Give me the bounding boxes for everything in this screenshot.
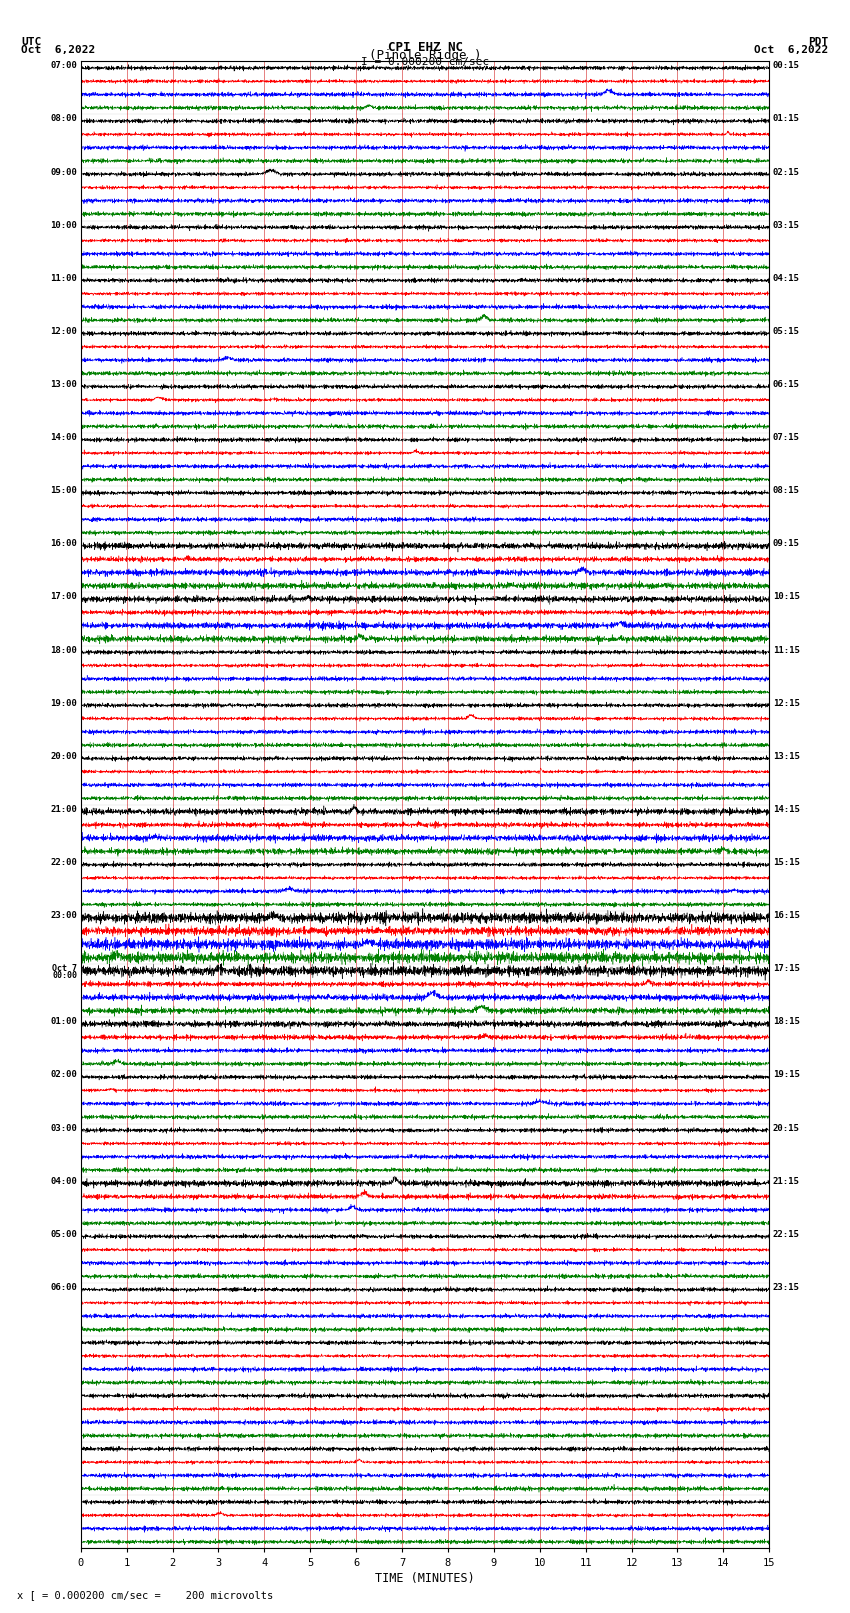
Text: 07:15: 07:15: [773, 434, 800, 442]
Text: I = 0.000200 cm/sec: I = 0.000200 cm/sec: [361, 58, 489, 68]
Text: 13:00: 13:00: [50, 381, 77, 389]
Text: 03:15: 03:15: [773, 221, 800, 229]
Text: 21:15: 21:15: [773, 1177, 800, 1186]
Text: 04:00: 04:00: [50, 1177, 77, 1186]
Text: 16:15: 16:15: [773, 911, 800, 919]
Text: 12:00: 12:00: [50, 327, 77, 336]
Text: Oct 7: Oct 7: [53, 965, 77, 973]
Text: Oct  6,2022: Oct 6,2022: [21, 45, 95, 55]
Text: 00:15: 00:15: [773, 61, 800, 71]
Text: 19:00: 19:00: [50, 698, 77, 708]
Text: 22:15: 22:15: [773, 1229, 800, 1239]
Text: 19:15: 19:15: [773, 1071, 800, 1079]
Text: 13:15: 13:15: [773, 752, 800, 761]
Text: PDT: PDT: [808, 37, 829, 47]
Text: 06:15: 06:15: [773, 381, 800, 389]
Text: UTC: UTC: [21, 37, 42, 47]
Text: 22:00: 22:00: [50, 858, 77, 868]
Text: 01:00: 01:00: [50, 1018, 77, 1026]
Text: 03:00: 03:00: [50, 1124, 77, 1132]
Text: 09:15: 09:15: [773, 539, 800, 548]
Text: 20:00: 20:00: [50, 752, 77, 761]
Text: 23:15: 23:15: [773, 1282, 800, 1292]
Text: 14:00: 14:00: [50, 434, 77, 442]
Text: 09:00: 09:00: [50, 168, 77, 176]
Text: 10:00: 10:00: [50, 221, 77, 229]
Text: 05:00: 05:00: [50, 1229, 77, 1239]
Text: 06:00: 06:00: [50, 1282, 77, 1292]
Text: 08:15: 08:15: [773, 486, 800, 495]
Text: 17:15: 17:15: [773, 965, 800, 973]
Text: 04:15: 04:15: [773, 274, 800, 282]
Text: 00:00: 00:00: [53, 971, 77, 979]
Text: 11:00: 11:00: [50, 274, 77, 282]
Text: 18:00: 18:00: [50, 645, 77, 655]
Text: 05:15: 05:15: [773, 327, 800, 336]
Text: 07:00: 07:00: [50, 61, 77, 71]
Text: 21:00: 21:00: [50, 805, 77, 815]
Text: CPI EHZ NC: CPI EHZ NC: [388, 40, 462, 55]
Text: 15:00: 15:00: [50, 486, 77, 495]
Text: x [ = 0.000200 cm/sec =    200 microvolts: x [ = 0.000200 cm/sec = 200 microvolts: [17, 1590, 273, 1600]
Text: 17:00: 17:00: [50, 592, 77, 602]
Text: 10:15: 10:15: [773, 592, 800, 602]
Text: 20:15: 20:15: [773, 1124, 800, 1132]
Text: 02:00: 02:00: [50, 1071, 77, 1079]
Text: 08:00: 08:00: [50, 115, 77, 124]
Text: 23:00: 23:00: [50, 911, 77, 919]
Text: 01:15: 01:15: [773, 115, 800, 124]
Text: 18:15: 18:15: [773, 1018, 800, 1026]
Text: 14:15: 14:15: [773, 805, 800, 815]
Text: (Pinole Ridge ): (Pinole Ridge ): [369, 50, 481, 63]
Text: Oct  6,2022: Oct 6,2022: [755, 45, 829, 55]
Text: 02:15: 02:15: [773, 168, 800, 176]
Text: 16:00: 16:00: [50, 539, 77, 548]
Text: 12:15: 12:15: [773, 698, 800, 708]
Text: 11:15: 11:15: [773, 645, 800, 655]
X-axis label: TIME (MINUTES): TIME (MINUTES): [375, 1571, 475, 1584]
Text: 15:15: 15:15: [773, 858, 800, 868]
